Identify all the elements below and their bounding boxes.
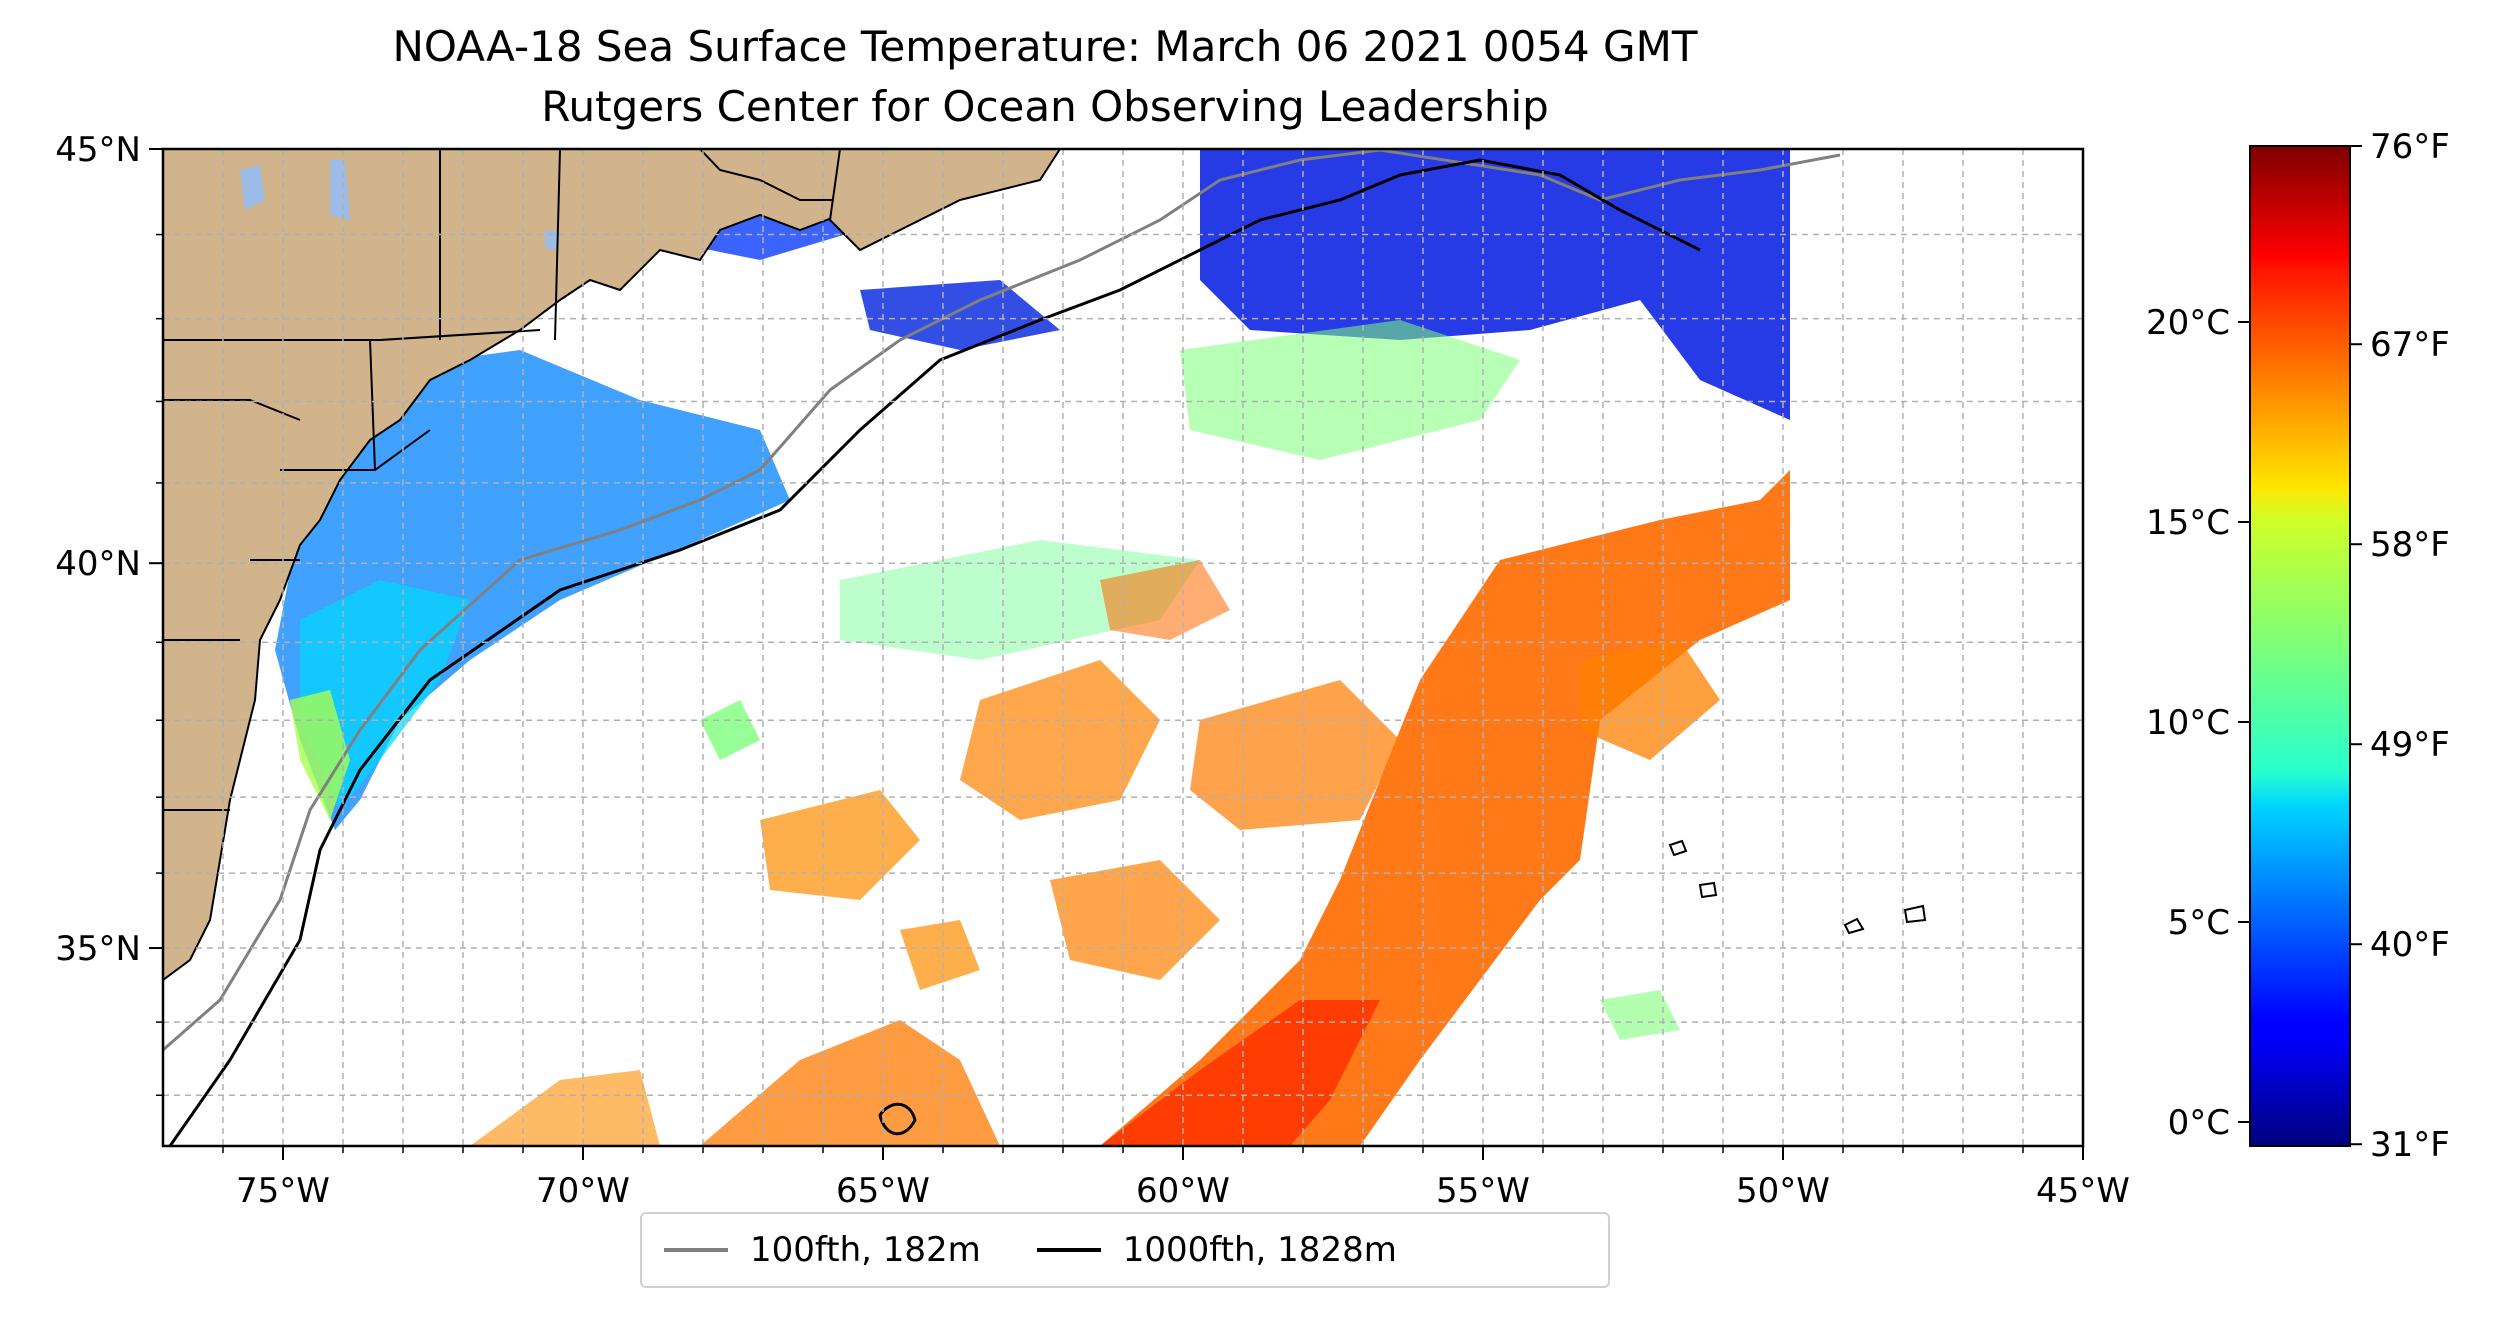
celsius-tick-label: 20°C [2146,303,2230,343]
graticule [163,149,2083,1146]
fahrenheit-tick-label: 58°F [2370,525,2450,565]
fahrenheit-tick-label: 67°F [2370,325,2450,365]
x-tick-label: 45°W [2036,1171,2130,1211]
fahrenheit-tick-label: 40°F [2370,925,2450,965]
celsius-tick-label: 15°C [2146,503,2230,543]
legend-label-100fth: 100fth, 182m [750,1230,981,1270]
legend-swatch-1000fth [1036,1248,1101,1252]
colorbar-fahrenheit-axis: 31°F 40°F 49°F 58°F 67°F 76°F [2350,127,2450,1165]
legend-item-100fth: 100fth, 182m [664,1230,981,1270]
celsius-tick-label: 5°C [2168,903,2230,943]
colorbar-celsius-axis: 0°C 5°C 10°C 15°C 20°C [2146,303,2250,1143]
celsius-tick-label: 0°C [2168,1103,2230,1143]
legend-label-1000fth: 1000fth, 1828m [1122,1230,1397,1270]
legend-item-1000fth: 1000fth, 1828m [1036,1230,1397,1270]
x-tick-label: 60°W [1136,1171,1230,1211]
map-title: NOAA-18 Sea Surface Temperature: March 0… [392,22,1698,71]
fahrenheit-tick-label: 76°F [2370,127,2450,167]
celsius-tick-label: 10°C [2146,703,2230,743]
fahrenheit-tick-label: 49°F [2370,725,2450,765]
y-tick-label: 35°N [55,929,141,969]
x-tick-label: 70°W [536,1171,630,1211]
x-tick-label: 50°W [1736,1171,1830,1211]
map-subtitle: Rutgers Center for Ocean Observing Leade… [541,82,1549,131]
fahrenheit-tick-label: 31°F [2370,1125,2450,1165]
y-tick-label: 40°N [55,544,141,584]
x-tick-label: 65°W [836,1171,930,1211]
colorbar [2249,145,2351,1147]
x-tick-label: 55°W [1436,1171,1530,1211]
y-axis: 45°N 40°N 35°N [55,130,163,1097]
x-axis: 75°W 70°W 65°W 60°W 55°W 50°W 45°W [222,1146,2130,1211]
legend-swatch-100fth [664,1248,728,1252]
x-tick-label: 75°W [236,1171,330,1211]
contour-1000fth [168,158,1701,1146]
y-tick-label: 45°N [55,130,141,170]
contour-legend: 100fth, 182m 1000fth, 1828m [640,1212,1610,1288]
